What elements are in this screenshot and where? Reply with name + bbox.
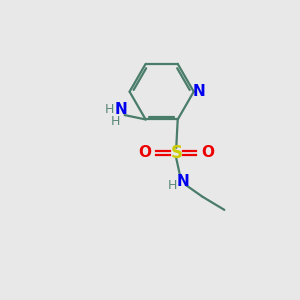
Text: H: H [104, 103, 114, 116]
Text: H: H [110, 115, 120, 128]
Text: H: H [168, 178, 177, 192]
Text: N: N [115, 102, 127, 117]
Text: N: N [193, 84, 206, 99]
Text: O: O [201, 146, 214, 160]
Text: O: O [138, 146, 151, 160]
Text: S: S [170, 144, 182, 162]
Text: N: N [177, 174, 189, 189]
